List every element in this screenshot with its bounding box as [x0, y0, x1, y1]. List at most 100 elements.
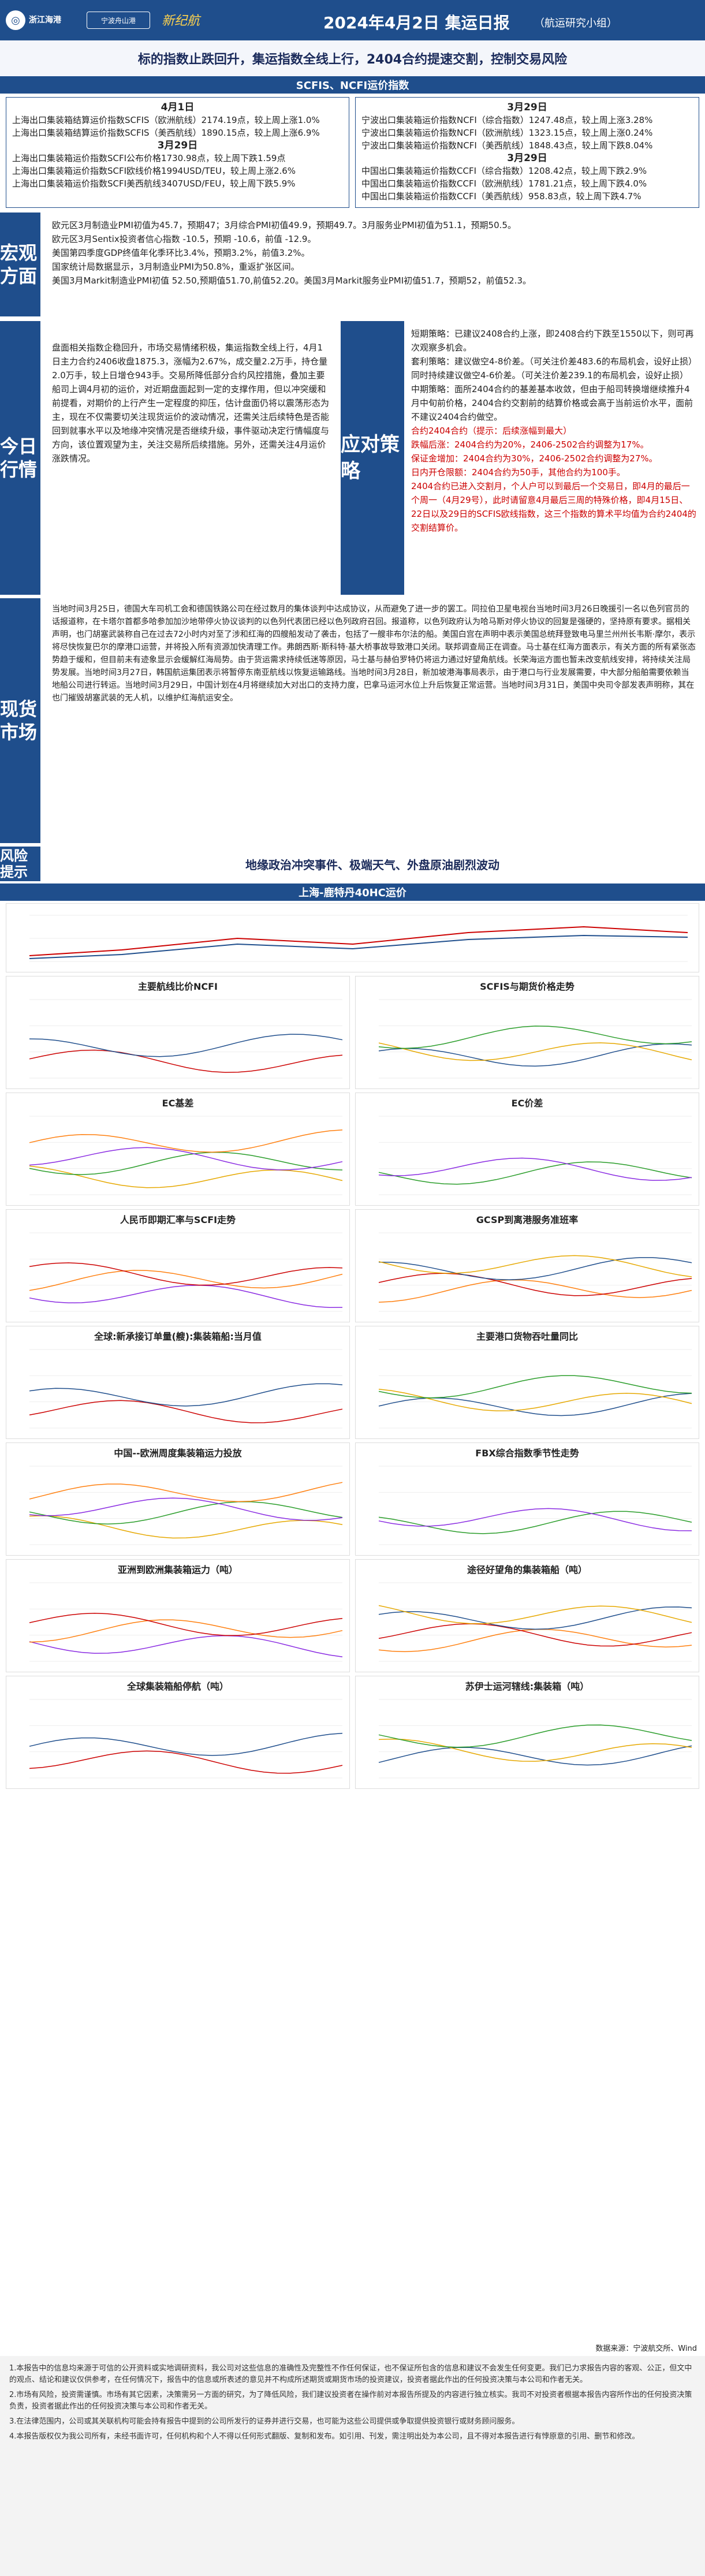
chart-panel: EC基差	[6, 1093, 350, 1206]
chart-title: GCSP到离港服务准班率	[476, 1214, 579, 1225]
macro-line: 欧元区3月制造业PMI初值为45.7，预期47；3月综合PMI初值49.9，预期…	[52, 220, 516, 230]
series-line	[378, 1393, 692, 1416]
series-line	[29, 1151, 343, 1175]
strategy-label: 应对策略	[341, 321, 404, 595]
strategy-line: 中期策略：面所2404合约的基差基本收敛，但由于船司转换增继续推升4月中旬前价格…	[411, 384, 693, 422]
chart-panel: 全球:新承接订单量(艘):集装箱船:当月值	[6, 1326, 350, 1439]
chart-panel: GCSP到离港服务准班率	[355, 1209, 699, 1322]
scfi-line-3: 上海出口集装箱运价指数SCFI美西航线3407USD/FEU，较上周下跌5.9%	[12, 178, 296, 189]
series-line	[378, 1157, 692, 1181]
chart-title: FBX综合指数季节性走势	[475, 1448, 579, 1459]
strategy-alert: 2404合约已进入交割月，个人户可以到最后一个交易日，即4月的最后一个周一（4月…	[411, 481, 696, 533]
today-side-label: 今日行情	[0, 321, 40, 595]
chart-title: SCFIS与期货价格走势	[480, 981, 575, 992]
scfis-line-1: 上海出口集装箱结算运价指数SCFIS（欧洲航线）2174.19点，较上周上涨1.…	[12, 115, 320, 125]
chart-title: 中国--欧洲周度集装箱运力投放	[114, 1448, 242, 1459]
disclaimer-line: 3.在法律范围内，公司或其关联机构可能会持有报告中提到的公司所发行的证券并进行交…	[9, 2417, 520, 2426]
series-line	[29, 1750, 343, 1774]
company-logo: ◎ 浙江海港	[6, 6, 75, 35]
series-line	[378, 1623, 692, 1647]
strategy-alert: 合约2404合约（提示：后续涨幅到最大）	[411, 426, 572, 436]
chart-panel: FBX综合指数季节性走势	[355, 1442, 699, 1556]
series-line	[29, 1732, 343, 1756]
macro-line: 美国3月Markit制造业PMI初值 52.50,预期值51.70,前值52.2…	[52, 275, 531, 286]
series-line	[29, 1497, 343, 1521]
chart-panel: EC价差	[355, 1093, 699, 1206]
chart-svg	[378, 999, 692, 1079]
strategy-line: 套利策略：建议做空4-8价差。（可关注价差483.6的布局机会，设好止损）同时持…	[411, 356, 697, 381]
series-line	[29, 1147, 343, 1170]
logo-text: 浙江海港	[29, 16, 61, 25]
series-line	[29, 1400, 343, 1423]
series-line	[378, 1745, 692, 1766]
section-band-indices: SCFIS、NCFI运价指数	[0, 76, 705, 94]
series-line	[378, 1279, 692, 1303]
section-band-charts: 上海-鹿特丹40HC运价	[0, 883, 705, 901]
series-line	[29, 1284, 343, 1308]
chart-title: 全球集装箱船停航（吨）	[126, 1681, 229, 1692]
series-line	[29, 1270, 343, 1291]
series-line	[29, 1383, 343, 1407]
disclaimer-line: 4.本报告版权仅为我公司所有，未经书面许可，任何机构和个人不得以任何形式翻版、复…	[9, 2432, 640, 2441]
ncfi-date-1: 3月29日	[507, 102, 547, 113]
strategy-text: 短期策略：已建议2408合约上涨，即2408合约下跌至1550以下，则可再次观察…	[411, 327, 697, 535]
chart-panel: 全球集装箱船停航（吨）	[6, 1676, 350, 1789]
series-line	[29, 1049, 343, 1073]
chart-svg	[378, 1116, 692, 1195]
chart-panel: 亚洲到欧洲集装箱运力（吨）	[6, 1559, 350, 1672]
chart-svg	[378, 1699, 692, 1779]
chart-panel: 中国--欧洲周度集装箱运力投放	[6, 1442, 350, 1556]
headline: 标的指数止跌回升，集运指数全线上行，2404合约提速交割，控制交易风险	[0, 40, 705, 76]
risk-side-label: 风险提示	[0, 847, 40, 881]
top-chart-svg	[29, 915, 688, 962]
disclaimer: 1.本报告中的信息均来源于可信的公开资料或实地调研资料，我公司对这些信息的准确性…	[0, 2356, 705, 2576]
scfi-line-2: 上海出口集装箱运价指数SCFI欧线价格1994USD/TEU，较上周上涨2.6%	[12, 166, 296, 176]
report-subtitle: （航运研究小组）	[534, 17, 617, 29]
series-line	[378, 1605, 692, 1624]
scfis-line-2: 上海出口集装箱结算运价指数SCFIS（美西航线）1890.15点，较上周上涨6.…	[12, 128, 320, 138]
ncfi-line-2: 宁波出口集装箱运价指数NCFI（欧洲航线）1323.15点，较上周上涨0.24%	[361, 128, 653, 138]
chart-svg	[29, 1116, 343, 1195]
series-line	[378, 1629, 692, 1653]
chart-svg	[29, 1349, 343, 1429]
series-line	[378, 1606, 692, 1630]
chart-svg	[29, 1582, 343, 1662]
macro-line: 美国第四季度GDP终值年化季环比3.4%，预期3.2%，前值3.2%。	[52, 248, 310, 258]
ccfi-date: 3月29日	[507, 152, 547, 164]
series-line	[378, 1273, 692, 1296]
report-title: 2024年4月2日 集运日报	[323, 13, 510, 32]
series-line	[378, 1738, 692, 1762]
series-line	[29, 1034, 343, 1057]
chart-panel: 苏伊士运河辖线:集装箱（吨）	[355, 1676, 699, 1789]
spot-side-label: 现货市场	[0, 598, 40, 843]
today-market-text: 盘面相关指数企稳回升，市场交易情绪积极，集运指数全线上行，4月1日主力合约240…	[52, 342, 330, 464]
scfis-box: 4月1日 上海出口集装箱结算运价指数SCFIS（欧洲航线）2174.19点，较上…	[6, 97, 349, 208]
risk-text: 地缘政治冲突事件、极端天气、外盘原油剧烈波动	[245, 858, 499, 872]
strategy-alert: 保证金增加：2404合约为30%，2406-2502合约调整为27%。	[411, 453, 658, 464]
series-line	[378, 1042, 692, 1061]
top-chart	[6, 903, 699, 972]
macro-line: 欧元区3月Sentix投资者信心指数 -10.5，预期 -10.6，前值 -12…	[52, 234, 316, 244]
chart-title: 主要航线比价NCFI	[137, 981, 218, 992]
series-line	[29, 1165, 343, 1188]
data-source: 数据来源：宁波航交所、Wind	[595, 2344, 697, 2353]
disclaimer-line: 2.市场有风险，投资需谨慎。市场有其它因素，决策需另一方面的研究，为了降低风险，…	[9, 2391, 692, 2411]
series-line	[29, 1262, 343, 1286]
chart-title: 人民币即期汇率与SCFI走势	[120, 1214, 236, 1225]
chart-svg	[378, 1582, 692, 1662]
scfis-date-2: 3月29日	[157, 140, 198, 151]
series-line	[29, 1501, 343, 1525]
chart-panel: 主要港口货物吞吐量同比	[355, 1326, 699, 1439]
chart-title: 途径好望角的集装箱船（吨）	[467, 1564, 587, 1575]
disclaimer-line: 1.本报告中的信息均来源于可信的公开资料或实地调研资料，我公司对这些信息的准确性…	[9, 2364, 692, 2384]
strategy-line: 短期策略：已建议2408合约上涨，即2408合约下跌至1550以下，则可再次观察…	[411, 329, 694, 353]
scfis-date-1: 4月1日	[161, 102, 195, 113]
chart-svg	[378, 1349, 692, 1429]
series-line	[29, 1635, 343, 1658]
report-header: ◎ 浙江海港 宁波舟山港 新纪航 2024年4月2日 集运日报 （航运研究小组）	[0, 0, 705, 40]
strategy-alert: 跌幅后涨：2404合约为20%，2406-2502合约调整为17%。	[411, 439, 649, 450]
series-line	[378, 1255, 692, 1277]
series-line	[378, 1508, 692, 1531]
macro-side-label: 宏观方面	[0, 213, 40, 316]
